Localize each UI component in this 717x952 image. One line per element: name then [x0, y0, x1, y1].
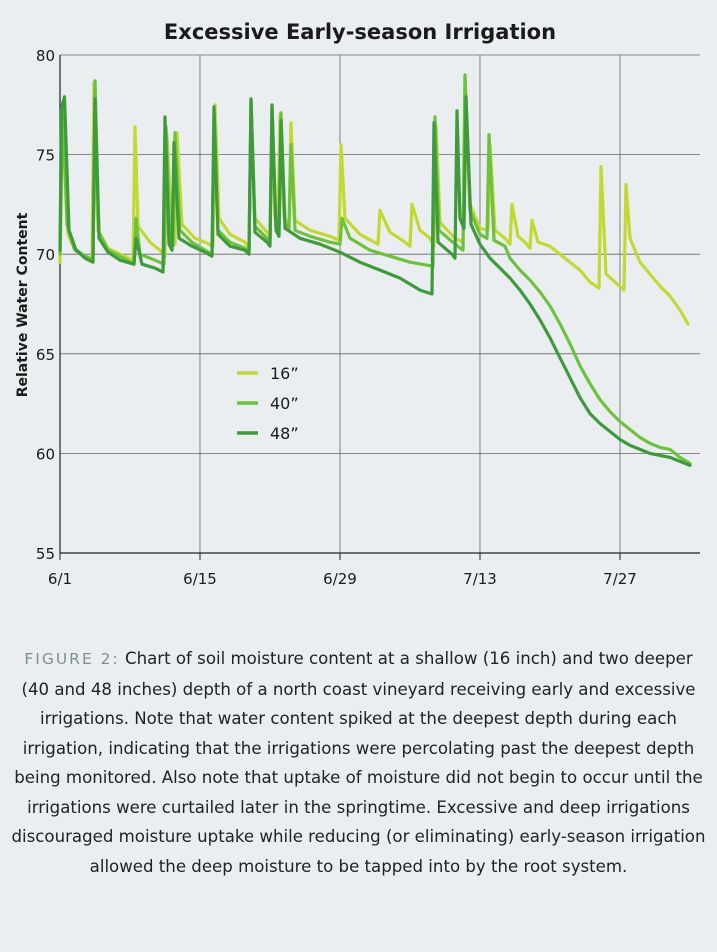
x-tick-label: 6/29: [323, 570, 357, 588]
line-chart: Excessive Early-season Irrigation 55 60 65…: [15, 20, 700, 588]
y-tick-label: 60: [36, 445, 55, 463]
legend-label: 40”: [270, 394, 299, 413]
series-line-2: [58, 95, 692, 467]
caption-label: FIGURE 2:: [24, 650, 120, 668]
y-tick-label: 65: [36, 346, 55, 364]
caption-text: Chart of soil moisture content at a shal…: [11, 649, 706, 876]
x-tick-label: 7/27: [603, 570, 637, 588]
y-tick-label: 75: [36, 147, 55, 165]
y-axis-label: Relative Water Content: [15, 212, 31, 397]
series-lines: [58, 73, 692, 467]
grid-lines: [60, 54, 700, 553]
legend-label: 48”: [270, 424, 299, 443]
y-tick-labels: 55 60 65 70 75 80: [36, 47, 55, 563]
legend: 16” 40” 48”: [237, 364, 299, 443]
x-tick-labels: 6/1 6/15 6/29 7/13 7/27: [48, 570, 637, 588]
chart-title: Excessive Early-season Irrigation: [164, 20, 556, 44]
x-tick-label: 6/15: [183, 570, 217, 588]
axes: [59, 55, 700, 560]
series-line-0: [58, 77, 690, 326]
figure-caption: FIGURE 2: Chart of soil moisture content…: [0, 644, 717, 881]
series-line-1: [58, 73, 692, 465]
x-tick-label: 6/1: [48, 570, 72, 588]
x-tick-label: 7/13: [463, 570, 497, 588]
y-tick-label: 55: [36, 545, 55, 563]
y-tick-label: 70: [36, 246, 55, 264]
legend-label: 16”: [270, 364, 299, 383]
y-tick-label: 80: [36, 47, 55, 65]
